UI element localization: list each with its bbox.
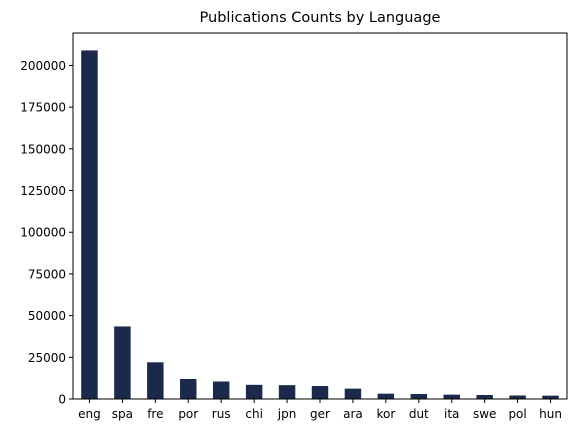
y-tick-label: 100000 — [20, 226, 66, 240]
bars-group — [81, 50, 559, 400]
bar-rus — [212, 381, 230, 399]
bar-por — [180, 378, 197, 399]
y-tick-label: 75000 — [28, 267, 66, 281]
x-tick-label-ger: ger — [310, 407, 330, 421]
bar-ger — [311, 385, 329, 399]
x-tick-label-swe: swe — [473, 407, 496, 421]
x-tick-label-jpn: jpn — [277, 407, 297, 421]
x-tick-label-fre: fre — [147, 407, 163, 421]
x-axis: eng spa fre por rus chi jpn ger ara kor dut ita swe p… — [78, 399, 562, 421]
y-tick-label: 200000 — [20, 59, 66, 73]
x-tick-label-rus: rus — [212, 407, 231, 421]
y-tick-label: 150000 — [20, 142, 66, 156]
plot-frame — [72, 32, 568, 400]
x-tick-label-ara: ara — [343, 407, 363, 421]
x-tick-label-por: por — [178, 407, 198, 421]
bar-pol — [509, 395, 526, 399]
bar-hun — [542, 395, 559, 399]
x-tick-label-kor: kor — [376, 407, 395, 421]
bar-dut — [410, 393, 428, 399]
bar-ita — [443, 394, 460, 399]
x-tick-label-spa: spa — [112, 407, 133, 421]
bar-jpn — [278, 385, 296, 399]
x-tick-label-ita: ita — [444, 407, 459, 421]
y-tick-label: 0 — [58, 393, 66, 407]
y-tick-label: 25000 — [28, 351, 66, 365]
bar-chi — [245, 384, 263, 399]
bar-ara — [344, 388, 362, 399]
bar-kor — [377, 393, 395, 399]
x-tick-label-dut: dut — [409, 407, 429, 421]
bar-fre — [147, 362, 164, 399]
y-tick-label: 125000 — [20, 184, 66, 198]
bar-swe — [476, 394, 493, 399]
chart-title: Publications Counts by Language — [200, 10, 441, 26]
y-axis: 0 25000 50000 75000 100000 125000 150000 175000… — [20, 59, 73, 407]
bar-spa — [114, 326, 131, 399]
x-tick-label-chi: chi — [245, 407, 263, 421]
x-tick-label-eng: eng — [78, 407, 101, 421]
x-tick-label-pol: pol — [508, 407, 526, 421]
y-tick-label: 50000 — [28, 309, 66, 323]
y-tick-label: 175000 — [20, 101, 66, 115]
bar-eng — [81, 50, 98, 400]
x-tick-label-hun: hun — [539, 407, 562, 421]
